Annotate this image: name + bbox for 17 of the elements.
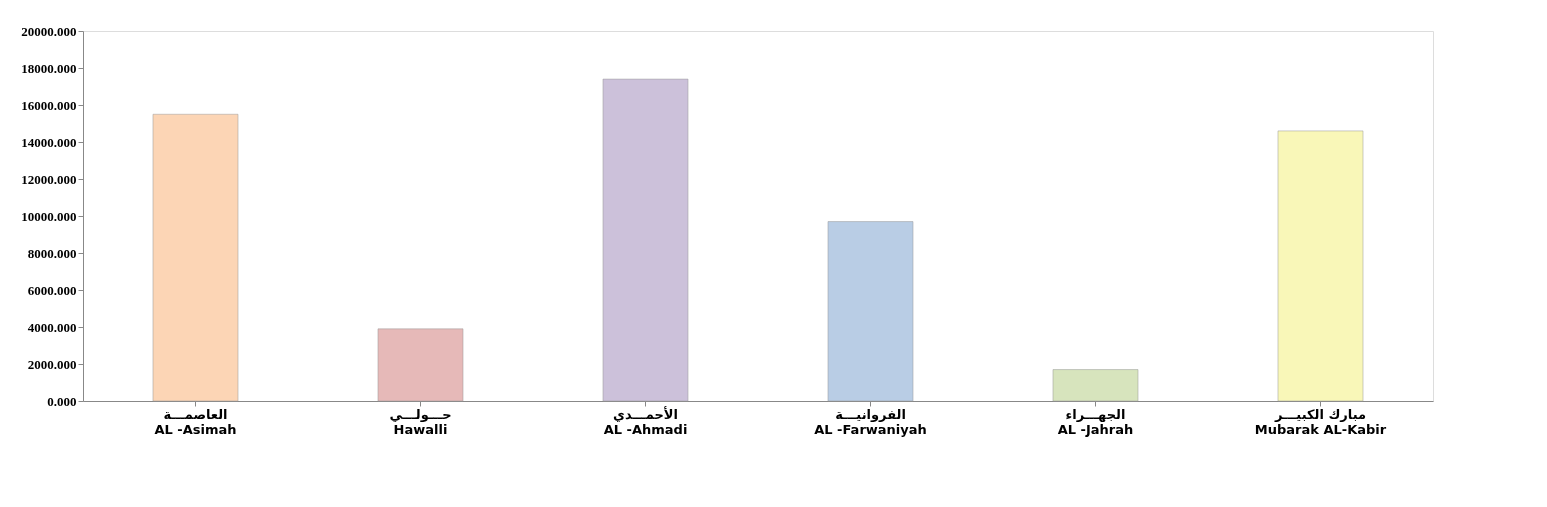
bar — [1277, 130, 1364, 402]
y-tick-label: 4000.000 — [27, 319, 77, 335]
bar — [602, 78, 689, 402]
y-tick-label: 12000.000 — [21, 171, 77, 187]
bar — [827, 221, 914, 402]
y-tick-label: 14000.000 — [21, 134, 77, 150]
bar — [1052, 369, 1139, 402]
y-tick-label: 0.000 — [47, 393, 77, 409]
bar — [377, 328, 464, 402]
y-tick-label: 8000.000 — [27, 245, 77, 261]
y-tick-label: 2000.000 — [27, 356, 77, 372]
y-tick-label: 6000.000 — [27, 282, 77, 298]
y-tick-label: 10000.000 — [21, 208, 77, 224]
y-tick-label: 18000.000 — [21, 60, 77, 76]
bar — [152, 114, 239, 402]
y-tick-label: 20000.000 — [21, 23, 77, 39]
y-tick-label: 16000.000 — [21, 97, 77, 113]
